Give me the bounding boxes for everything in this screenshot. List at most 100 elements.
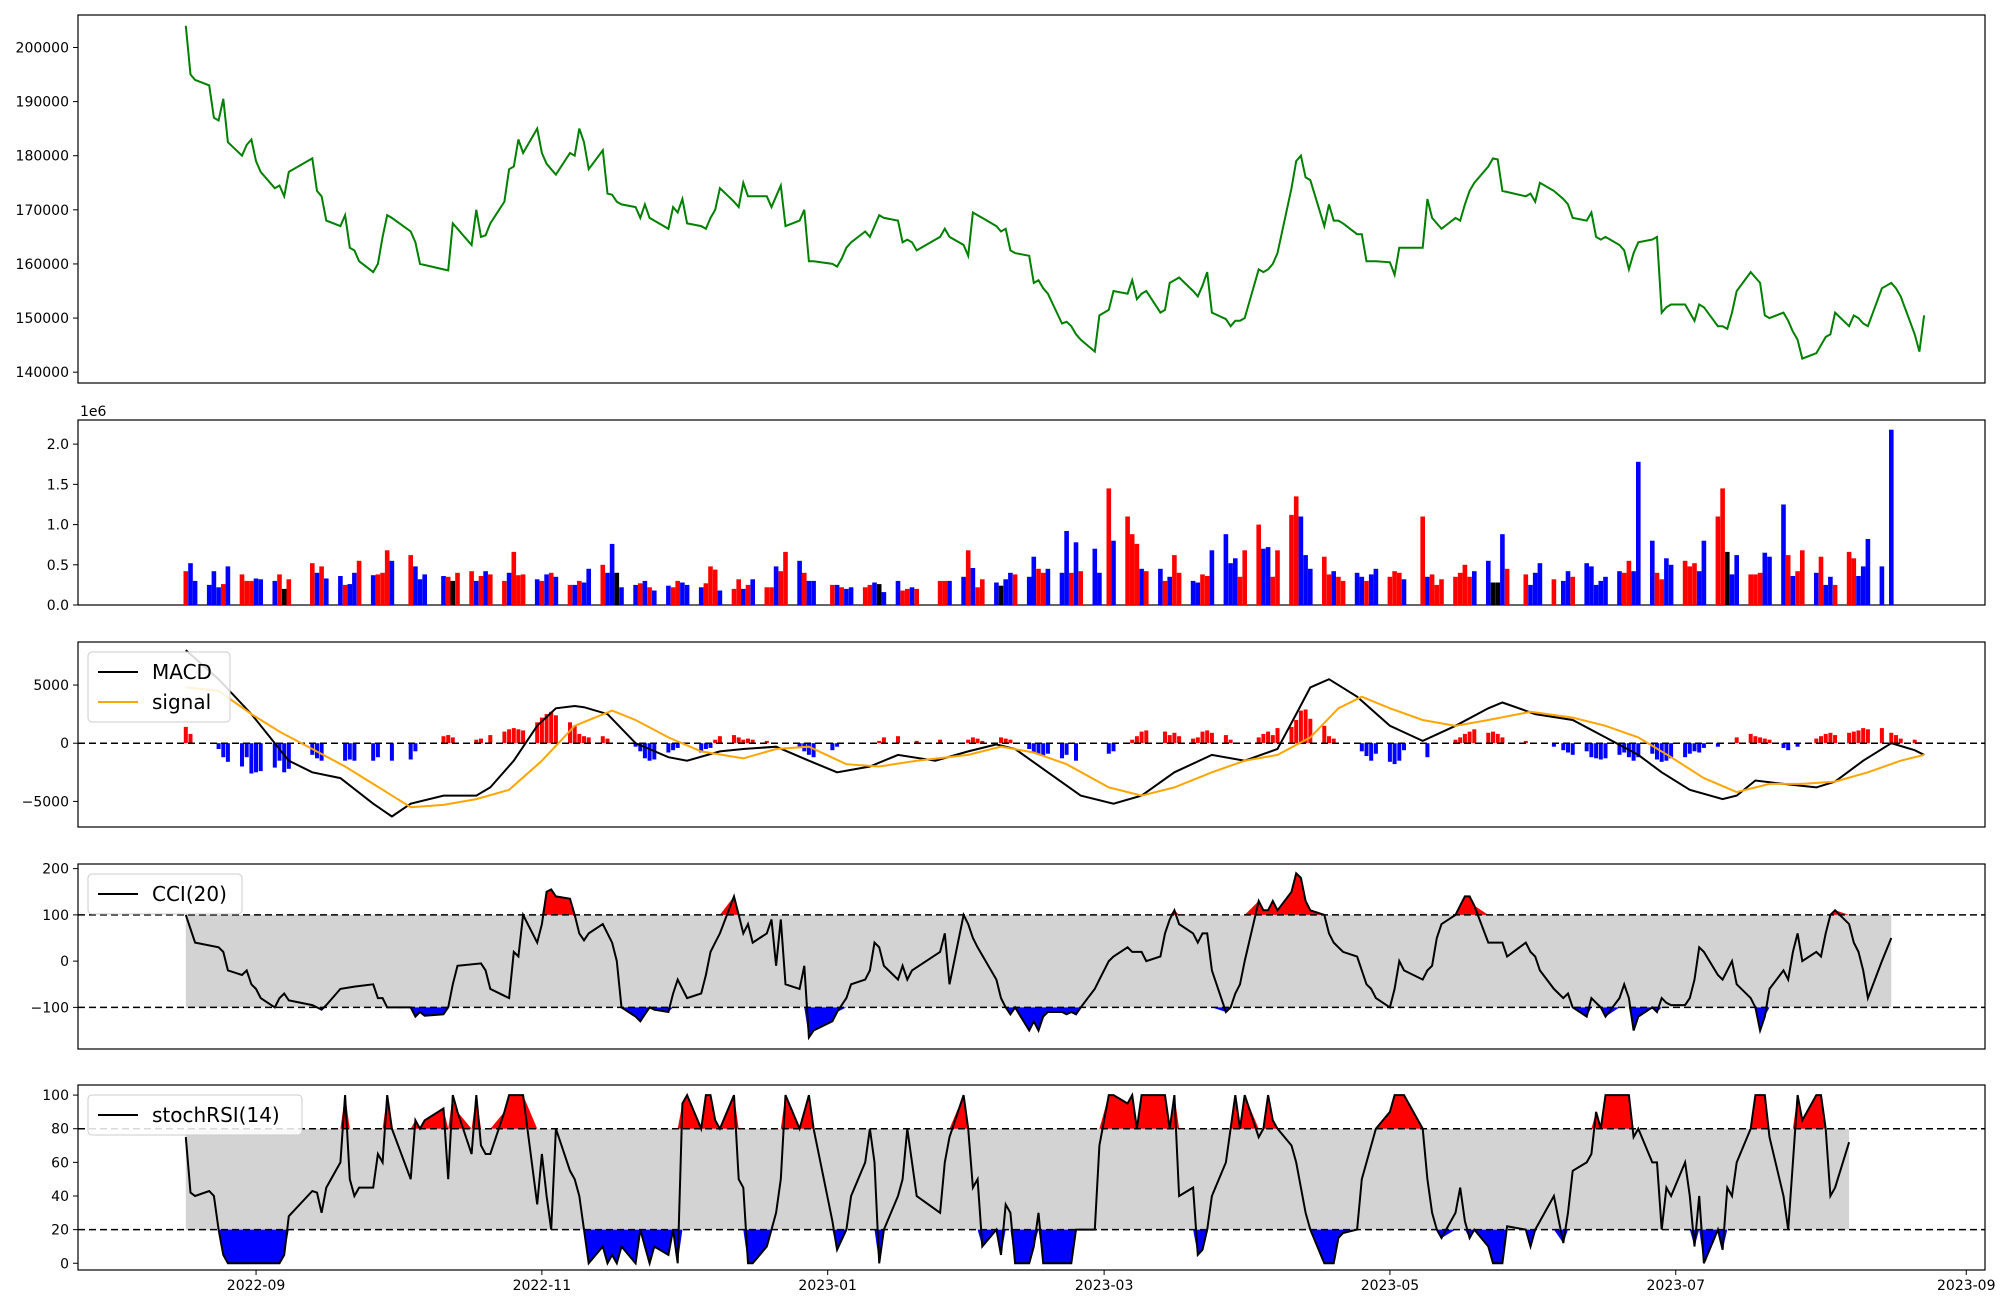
- macd-histogram-bar: [1669, 743, 1674, 759]
- volume-bar: [1715, 516, 1721, 605]
- volume-bar: [1851, 558, 1857, 605]
- volume-bar: [1031, 556, 1037, 605]
- macd-histogram-bar: [1715, 743, 1720, 747]
- volume-bar: [684, 584, 690, 605]
- volume-bar: [1439, 579, 1444, 605]
- macd-histogram-bar: [577, 733, 582, 744]
- volume-bar: [1551, 579, 1557, 605]
- volume-bar: [872, 582, 877, 605]
- volume-bar: [1293, 496, 1299, 605]
- macd-histogram-bar: [188, 733, 193, 744]
- volume-bar: [342, 584, 348, 605]
- volume-bar: [1036, 568, 1041, 605]
- volume-bar: [1209, 550, 1215, 605]
- volume-bar: [905, 588, 910, 605]
- macd-histogram-bar: [1228, 739, 1233, 744]
- volume-bar: [1195, 582, 1201, 605]
- macd-histogram-bar: [1294, 720, 1299, 744]
- volume-bar: [1069, 572, 1074, 605]
- volume-bar: [1289, 514, 1294, 605]
- volume-bar: [1757, 572, 1763, 605]
- volume-bar: [244, 580, 249, 605]
- stochrsi-band: [185, 1128, 1850, 1230]
- macd-histogram-bar: [221, 743, 226, 758]
- stochrsi-y-tick-label: 60: [51, 1155, 69, 1171]
- cci-legend: [87, 873, 243, 915]
- macd-histogram-bar: [479, 738, 483, 744]
- volume-bar: [225, 566, 231, 605]
- macd-histogram-bar: [586, 737, 591, 744]
- macd-histogram-bar: [1683, 743, 1688, 758]
- volume-bar: [1326, 574, 1332, 605]
- macd-histogram-bar: [1327, 736, 1331, 744]
- macd-histogram-bar: [1781, 743, 1786, 748]
- volume-bar: [994, 582, 999, 605]
- volume-bar: [1097, 572, 1102, 605]
- macd-histogram-bar: [441, 736, 446, 744]
- volume-bar: [975, 587, 980, 605]
- volume-bar: [731, 588, 737, 605]
- volume-bar: [1720, 488, 1725, 605]
- macd-histogram-bar: [1369, 743, 1374, 761]
- volume-bar: [708, 566, 713, 605]
- macd-histogram-bar: [1003, 738, 1008, 744]
- volume-bar: [914, 588, 919, 605]
- macd-histogram-bar: [521, 730, 526, 744]
- macd-histogram-bar: [1814, 738, 1819, 744]
- volume-bar: [1012, 574, 1018, 605]
- price-y-tick-label: 190000: [16, 95, 69, 111]
- stochrsi-y-tick-label: 80: [51, 1122, 69, 1138]
- volume-bar: [572, 584, 577, 605]
- stochrsi-legend: [87, 1094, 303, 1136]
- volume-bar: [1373, 568, 1379, 605]
- macd-histogram-bar: [736, 737, 741, 744]
- macd-histogram-bar: [1373, 743, 1378, 754]
- volume-bar: [1472, 571, 1477, 605]
- volume-bar: [1429, 574, 1435, 605]
- macd-legend-label: MACD: [152, 660, 212, 684]
- macd-histogram-bar: [258, 743, 263, 772]
- volume-bar: [1457, 572, 1463, 605]
- macd-histogram-bar: [1786, 743, 1791, 751]
- volume-bar: [1397, 572, 1402, 605]
- volume-bar: [281, 588, 287, 605]
- volume-bar: [745, 584, 751, 605]
- macd-histogram-bar: [286, 743, 291, 769]
- volume-bar: [1537, 563, 1543, 605]
- macd-histogram-bar: [568, 722, 572, 744]
- volume-bar: [249, 580, 254, 605]
- cci-legend-label: CCI(20): [152, 882, 227, 906]
- volume-bar: [1111, 540, 1116, 605]
- volume-bar: [970, 568, 976, 605]
- macd-histogram-bar: [343, 743, 348, 761]
- volume-bar: [1800, 550, 1805, 605]
- macd-histogram-bar: [375, 743, 380, 758]
- macd-histogram-bar: [1833, 735, 1838, 744]
- volume-bar: [712, 569, 718, 605]
- volume-y-tick-label: 0.5: [47, 558, 69, 574]
- macd-histogram-bar: [1865, 729, 1870, 744]
- macd-histogram-bar: [1462, 733, 1467, 744]
- macd-histogram-bar: [539, 717, 544, 744]
- volume-bar: [1879, 566, 1885, 605]
- volume-bar: [206, 584, 212, 605]
- volume-bar: [1453, 576, 1458, 605]
- volume-bar: [539, 580, 545, 605]
- macd-histogram-bar: [797, 743, 802, 747]
- volume-y-tick-label: 1.5: [47, 477, 69, 493]
- macd-histogram-bar: [1495, 733, 1500, 744]
- volume-bar: [1392, 571, 1397, 605]
- macd-histogram-bar: [1584, 743, 1589, 752]
- macd-histogram-bar: [1163, 731, 1167, 744]
- volume-bar: [1308, 568, 1313, 605]
- macd-histogram-bar: [1467, 731, 1472, 744]
- volume-bar: [375, 574, 381, 605]
- macd-histogram-bar: [511, 728, 516, 744]
- macd-histogram-bar: [699, 743, 704, 753]
- volume-bar: [389, 560, 395, 605]
- volume-bar: [1462, 564, 1468, 605]
- macd-histogram-bar: [1687, 743, 1692, 754]
- volume-bar: [1223, 534, 1229, 605]
- macd-histogram-bar: [1734, 737, 1739, 744]
- macd-histogram-bar: [966, 739, 971, 744]
